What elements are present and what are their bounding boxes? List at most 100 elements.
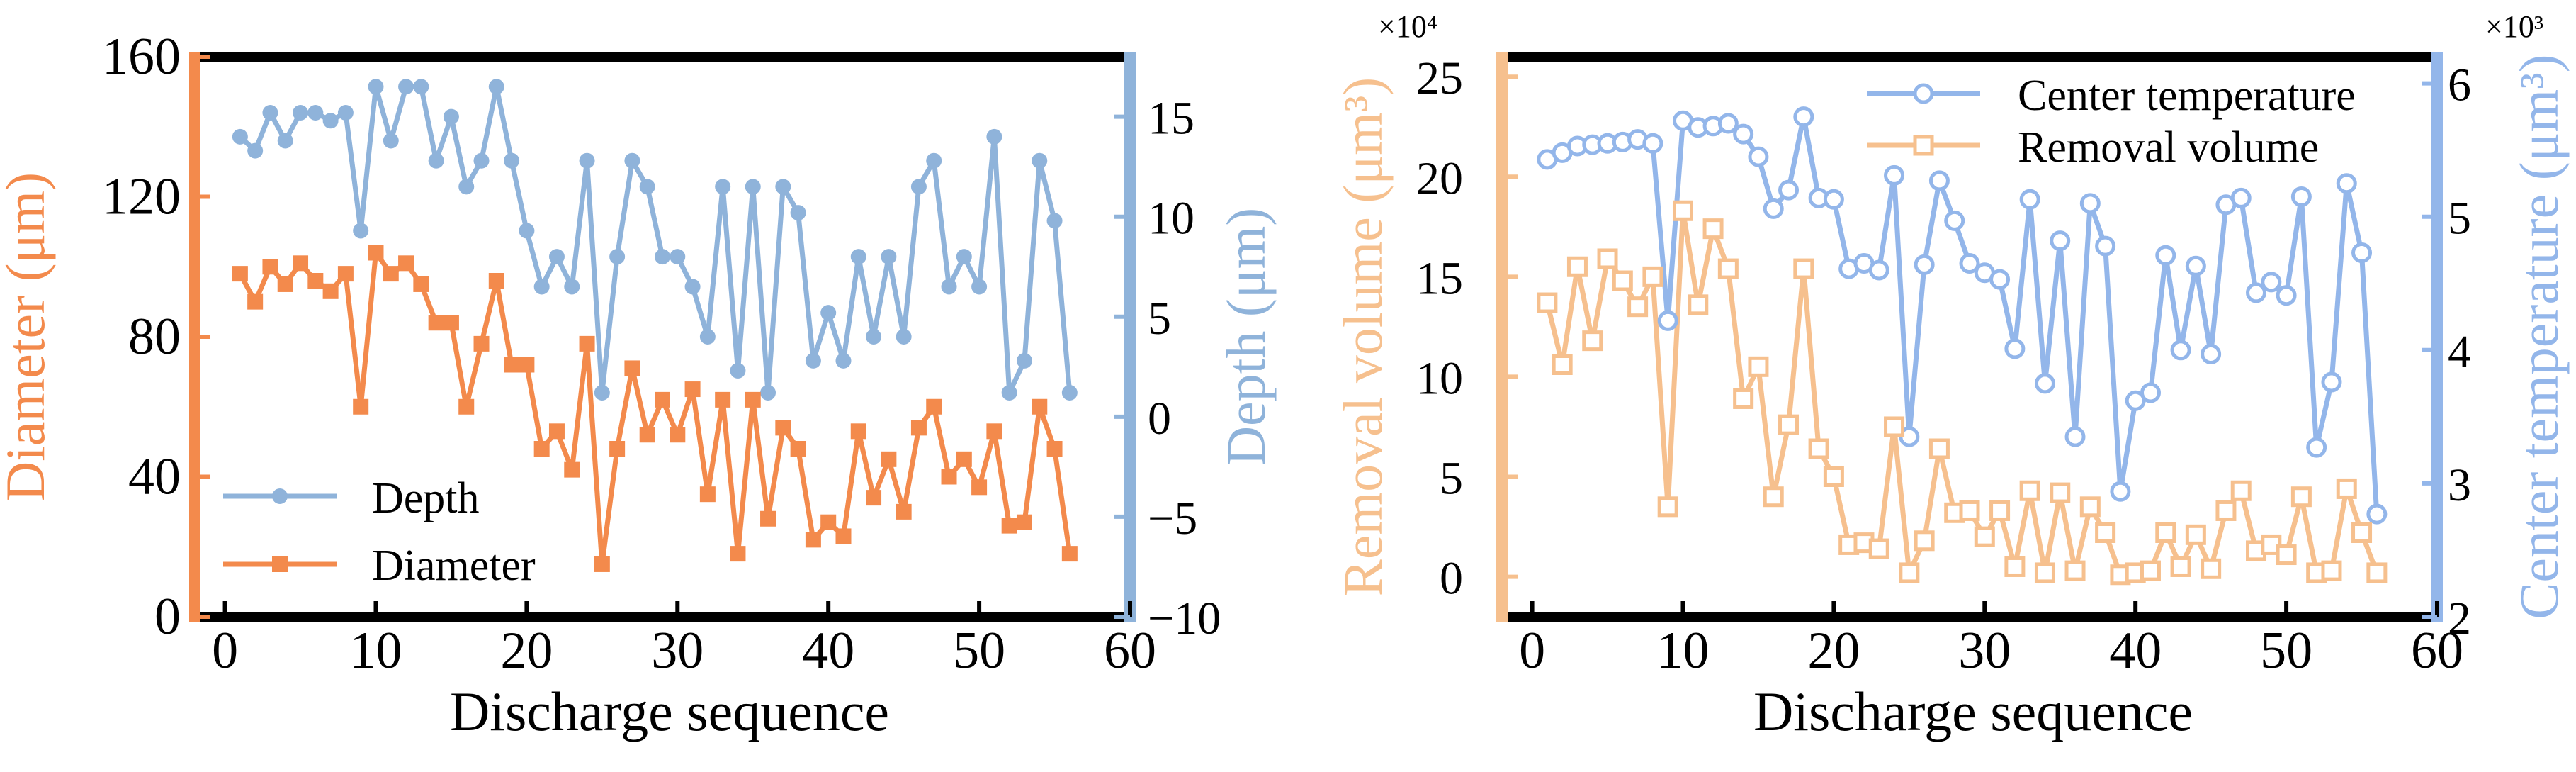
data-point-center-temperature — [1959, 253, 1980, 274]
data-point-diameter — [458, 398, 475, 415]
data-point-diameter — [684, 381, 701, 398]
data-point-depth — [624, 152, 640, 169]
data-point-depth — [881, 249, 897, 265]
data-point-removal-volume — [2230, 480, 2252, 501]
right-tick-label: 15 — [1148, 93, 1194, 145]
data-point-removal-volume — [2276, 544, 2297, 566]
data-point-depth — [1001, 385, 1017, 401]
data-point-removal-volume — [1793, 258, 1814, 279]
right-tick-label: 2 — [2448, 593, 2471, 644]
data-point-removal-volume — [1748, 356, 1769, 377]
data-point-removal-volume — [1778, 414, 1800, 435]
left-tick-label: 25 — [1416, 52, 1463, 104]
data-point-diameter — [715, 391, 731, 408]
left-chart-ticks: 0 10 20 30 40 50 60 0 40 80 120 160 −10 −5 0 5 10 15 — [102, 28, 1221, 680]
right-chart: 0 10 20 30 40 50 60 0 5 10 15 20 25 2 3 4 5 6 Discharge s… — [1332, 9, 2570, 742]
x-tick-label: 50 — [953, 622, 1005, 680]
data-point-depth — [684, 279, 701, 295]
data-point-removal-volume — [1823, 466, 1844, 487]
left-tick-label: 5 — [1440, 453, 1463, 505]
data-point-removal-volume — [2201, 558, 2222, 579]
data-point-depth — [910, 179, 927, 195]
data-point-removal-volume — [2351, 522, 2373, 543]
data-point-center-temperature — [2185, 255, 2206, 276]
right-tick-label: 10 — [1148, 193, 1194, 245]
data-point-diameter — [232, 266, 248, 282]
data-point-diameter — [896, 503, 912, 520]
x-tick-label: 60 — [1104, 622, 1156, 680]
data-point-center-temperature — [2290, 186, 2312, 207]
data-point-center-temperature — [1914, 254, 1935, 275]
data-point-depth — [413, 79, 429, 95]
x-tick-label: 50 — [2260, 622, 2312, 680]
data-point-depth — [322, 113, 339, 129]
data-point-diameter — [519, 357, 535, 373]
data-point-depth — [428, 152, 444, 169]
x-tick-label: 40 — [2109, 622, 2162, 680]
data-point-center-temperature — [2095, 235, 2116, 257]
data-point-removal-volume — [2366, 562, 2388, 583]
data-point-depth — [790, 205, 806, 221]
data-point-depth — [655, 249, 670, 265]
data-point-diameter — [881, 451, 897, 467]
data-point-diameter — [413, 276, 429, 292]
left-chart-markers — [232, 79, 1078, 572]
legend-marker-diameter — [272, 556, 288, 572]
data-point-removal-volume — [2079, 496, 2101, 518]
data-point-center-temperature — [1748, 146, 1769, 167]
data-point-center-temperature — [2004, 338, 2026, 359]
data-point-center-temperature — [2276, 285, 2297, 306]
data-point-diameter — [353, 398, 369, 415]
x-tick-label: 0 — [1519, 622, 1545, 680]
left-tick-label: 80 — [128, 308, 181, 366]
data-point-removal-volume — [1642, 266, 1663, 287]
x-tick-label: 10 — [349, 622, 402, 680]
data-point-center-temperature — [2155, 245, 2176, 266]
data-point-center-temperature — [1717, 113, 1739, 134]
data-point-diameter — [624, 360, 640, 376]
x-tick-label: 30 — [1958, 622, 2011, 680]
data-point-depth — [473, 152, 490, 169]
x-tick-label: 30 — [651, 622, 704, 680]
data-point-center-temperature — [2366, 503, 2388, 525]
data-point-removal-volume — [2185, 524, 2206, 545]
data-point-removal-volume — [1582, 330, 1603, 352]
x-tick-label: 0 — [212, 622, 238, 680]
left-tick-label: 160 — [102, 28, 181, 86]
left-chart-legend: Depth Diameter — [223, 474, 536, 590]
data-point-removal-volume — [1537, 292, 1558, 313]
left-tick-label: 0 — [154, 588, 181, 646]
data-point-diameter — [805, 532, 821, 548]
data-point-removal-volume — [2290, 486, 2312, 508]
data-point-depth — [760, 385, 776, 401]
data-point-depth — [639, 179, 655, 195]
data-point-depth — [926, 152, 942, 169]
data-point-center-temperature — [2079, 193, 2101, 214]
data-point-diameter — [760, 510, 776, 527]
data-point-depth — [820, 305, 837, 321]
data-point-depth — [971, 279, 988, 295]
data-point-diameter — [322, 283, 339, 299]
data-point-removal-volume — [1597, 248, 1618, 269]
data-point-diameter — [473, 335, 490, 352]
data-point-depth — [850, 249, 866, 265]
data-point-removal-volume — [1657, 496, 1678, 518]
data-point-depth — [398, 79, 414, 95]
legend-label-removal-volume: Removal volume — [2018, 123, 2319, 172]
data-point-removal-volume — [1733, 388, 1754, 409]
data-point-depth — [533, 279, 550, 295]
data-point-diameter — [293, 255, 309, 272]
data-point-diameter — [971, 479, 988, 496]
data-point-center-temperature — [2246, 282, 2267, 303]
data-point-center-temperature — [1944, 210, 1965, 231]
data-point-diameter — [594, 556, 610, 572]
data-point-removal-volume — [2064, 560, 2086, 581]
data-point-depth — [307, 105, 324, 121]
right-chart-frame — [1496, 52, 2443, 622]
data-point-depth — [488, 79, 504, 95]
right-tick-label: 5 — [1148, 293, 1171, 345]
data-point-diameter — [398, 255, 414, 272]
data-point-center-temperature — [2050, 230, 2071, 252]
data-point-removal-volume — [1688, 294, 1709, 315]
data-point-removal-volume — [1974, 526, 1995, 547]
